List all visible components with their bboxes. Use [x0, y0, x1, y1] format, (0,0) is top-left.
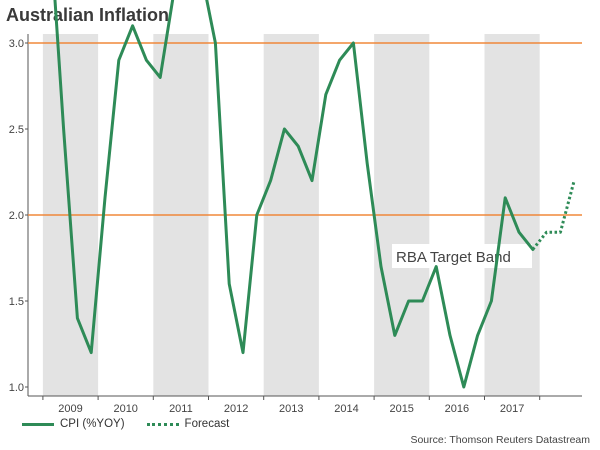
- source-note: Source: Thomson Reuters Datastream: [410, 434, 590, 446]
- y-tick-label-2.0: 2.0: [9, 210, 24, 222]
- band-label-bg: [392, 244, 532, 268]
- x-tick-label-2011: 2011: [169, 403, 193, 415]
- y-tick-label-2.5: 2.5: [9, 124, 24, 136]
- x-tick-label-2017: 2017: [500, 403, 524, 415]
- legend-swatch-dotted: [146, 422, 179, 426]
- legend-item-forecast: Forecast: [146, 418, 230, 430]
- legend-swatch-solid: [22, 422, 54, 426]
- x-tick-label-2009: 2009: [58, 403, 82, 415]
- chart-title: Australian Inflation: [6, 5, 170, 25]
- x-tick-label-2010: 2010: [113, 403, 137, 415]
- legend-label-cpi: CPI (%YOY): [60, 418, 125, 430]
- series-line-forecast: [531, 180, 576, 251]
- y-tick-label-1.0: 1.0: [9, 382, 24, 394]
- legend-item-cpi: CPI (%YOY): [22, 418, 125, 430]
- legend-label-forecast: Forecast: [184, 418, 230, 430]
- x-tick-label-2015: 2015: [389, 403, 413, 415]
- y-tick-label-3.0: 3.0: [9, 38, 24, 50]
- x-tick-label-2016: 2016: [445, 403, 469, 415]
- x-tick-label-2014: 2014: [334, 403, 358, 415]
- x-tick-label-2012: 2012: [224, 403, 248, 415]
- legend: CPI (%YOY) Forecast: [22, 418, 251, 430]
- y-tick-label-1.5: 1.5: [9, 296, 24, 308]
- x-tick-label-2013: 2013: [279, 403, 303, 415]
- band-label: RBA Target Band: [396, 249, 511, 266]
